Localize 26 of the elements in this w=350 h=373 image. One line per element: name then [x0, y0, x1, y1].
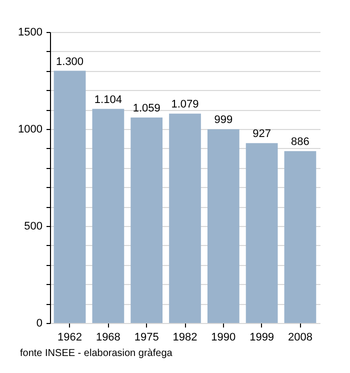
- y-tick-label: 1500: [18, 26, 42, 38]
- x-tick-label: 2008: [288, 332, 312, 344]
- x-tick-label: 1982: [172, 332, 198, 344]
- data-label: 927: [252, 128, 271, 140]
- data-label: 1.059: [132, 102, 160, 115]
- y-tick-label: 0: [36, 318, 42, 330]
- bar: [207, 129, 240, 323]
- data-label: 999: [214, 114, 233, 126]
- bar: [54, 70, 86, 323]
- bar: [130, 118, 163, 323]
- data-label: 1.300: [56, 56, 84, 68]
- x-tick-label: 1975: [134, 332, 159, 344]
- source-note: fonte INSEE - elaborasion gràfega: [20, 348, 173, 359]
- bar: [284, 151, 316, 323]
- data-label: 886: [291, 136, 310, 148]
- bar: [92, 108, 124, 323]
- data-label: 1.079: [171, 98, 199, 111]
- bar: [169, 114, 201, 323]
- bar: [246, 143, 278, 323]
- y-tick-label: 500: [24, 220, 42, 232]
- data-label: 1.104: [94, 94, 122, 106]
- x-tick-label: 1968: [96, 332, 120, 344]
- x-tick-label: 1990: [211, 332, 236, 344]
- x-tick-label: 1999: [250, 332, 274, 344]
- x-tick-label: 1962: [58, 332, 82, 344]
- y-tick-label: 1000: [18, 124, 42, 136]
